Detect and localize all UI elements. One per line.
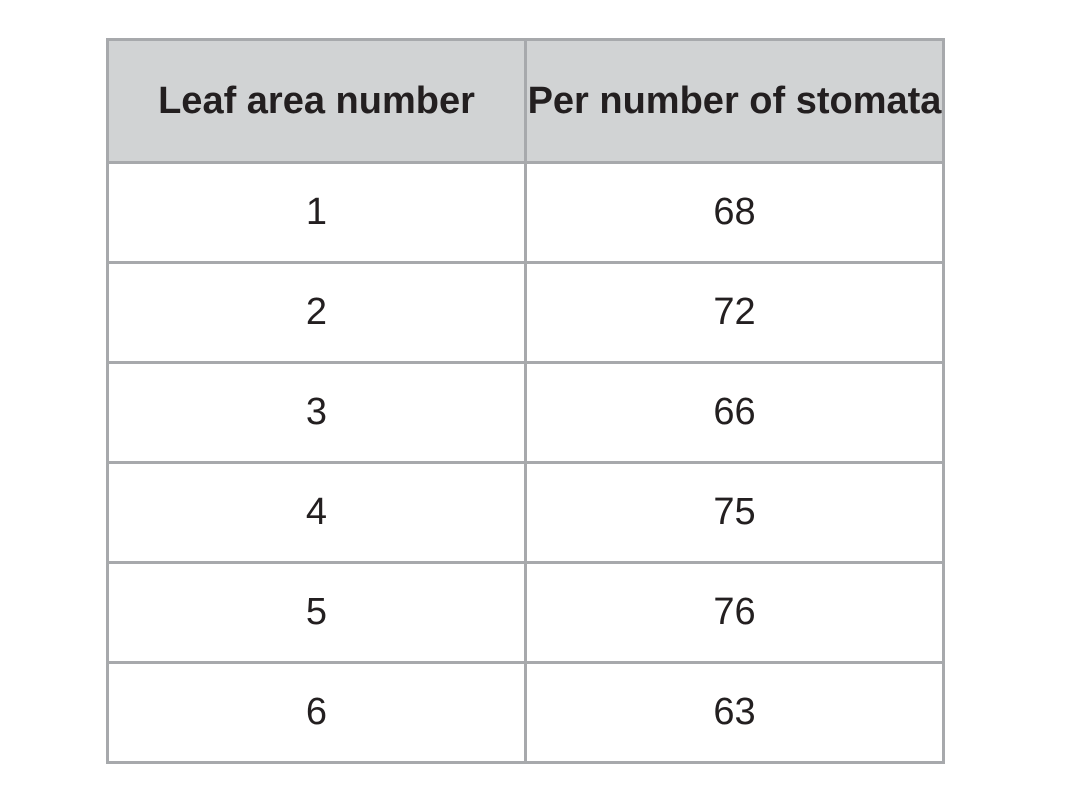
cell-stomata: 66 [524,361,945,464]
cell-leaf-area: 6 [106,661,527,764]
cell-stomata: 63 [524,661,945,764]
header-leaf-area-number: Leaf area number [106,38,527,164]
table-header-row: Leaf area number Per number of stomata [106,38,945,164]
cell-stomata: 76 [524,561,945,664]
cell-leaf-area: 1 [106,161,527,264]
table-row: 1 68 [106,161,945,264]
header-stomata-count: Per number of stomata [524,38,945,164]
table-row: 5 76 [106,561,945,664]
cell-stomata: 72 [524,261,945,364]
table-row: 2 72 [106,261,945,364]
cell-stomata: 75 [524,461,945,564]
cell-stomata: 68 [524,161,945,264]
cell-leaf-area: 2 [106,261,527,364]
table-row: 6 63 [106,661,945,764]
cell-leaf-area: 4 [106,461,527,564]
table-row: 3 66 [106,361,945,464]
cell-leaf-area: 5 [106,561,527,664]
table-row: 4 75 [106,461,945,564]
cell-leaf-area: 3 [106,361,527,464]
stomata-table: Leaf area number Per number of stomata 1… [106,38,945,764]
